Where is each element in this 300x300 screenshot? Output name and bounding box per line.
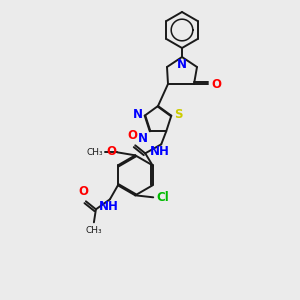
Text: O: O (106, 145, 116, 158)
Text: S: S (174, 108, 183, 121)
Text: CH₃: CH₃ (85, 226, 102, 235)
Text: O: O (78, 185, 88, 198)
Text: CH₃: CH₃ (87, 148, 103, 157)
Text: N: N (133, 108, 143, 121)
Text: NH: NH (150, 145, 170, 158)
Text: Cl: Cl (156, 191, 169, 204)
Text: N: N (138, 132, 148, 145)
Text: NH: NH (99, 200, 119, 213)
Text: N: N (177, 58, 187, 71)
Text: O: O (211, 77, 221, 91)
Text: O: O (127, 129, 137, 142)
